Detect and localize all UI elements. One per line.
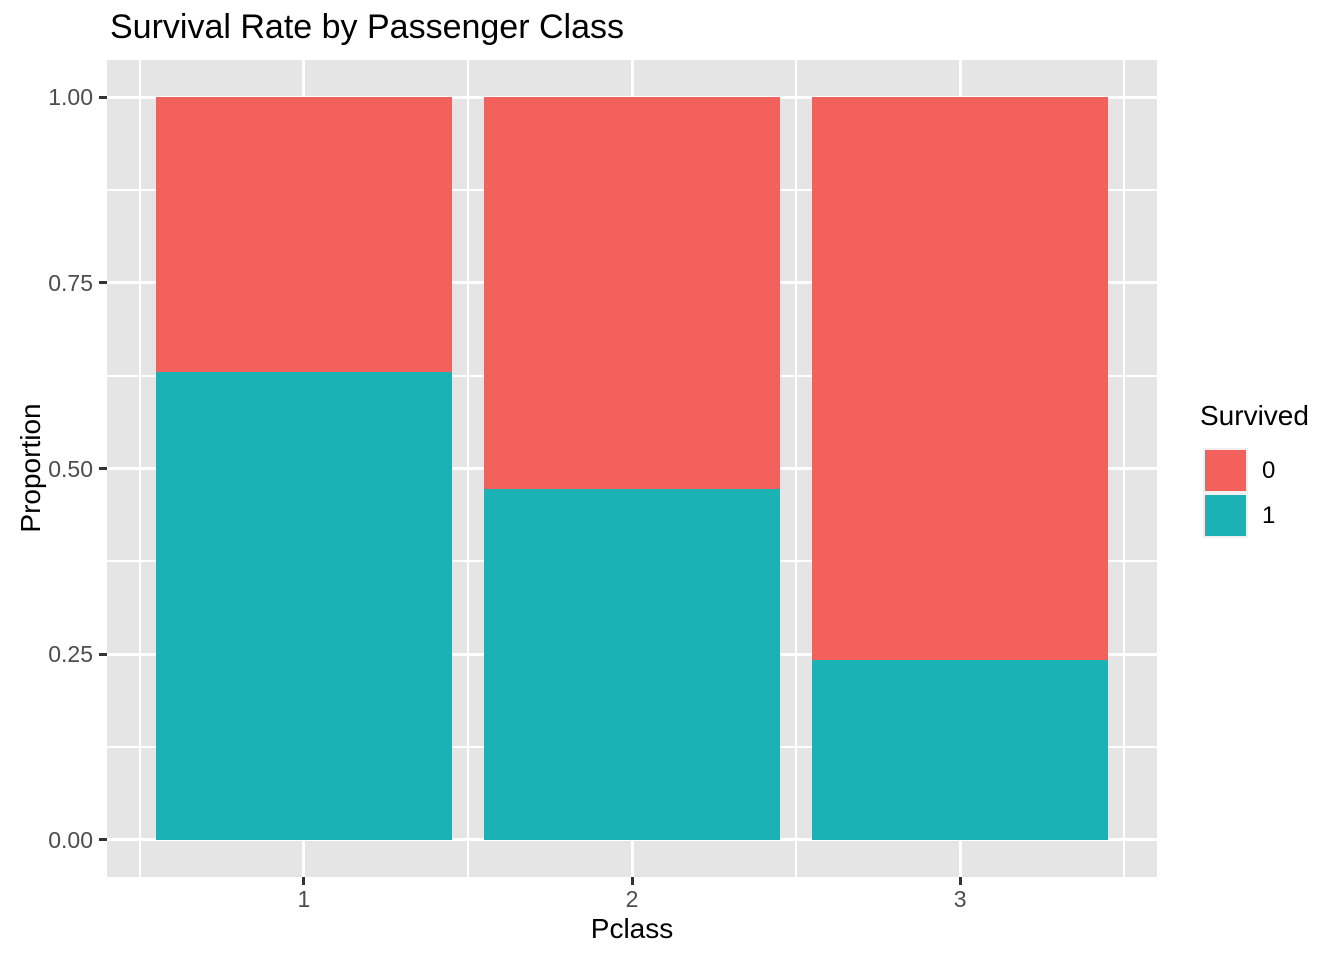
bar-segment-class3-survived1 bbox=[812, 660, 1108, 840]
y-axis-tick-label: 1.00 bbox=[48, 84, 93, 111]
y-axis-tick-mark bbox=[99, 95, 107, 99]
legend-title: Survived bbox=[1200, 400, 1309, 431]
x-axis-tick-mark bbox=[302, 877, 306, 885]
y-axis-tick-label: 0.50 bbox=[48, 455, 93, 482]
y-axis-tick-label: 0.75 bbox=[48, 269, 93, 296]
y-axis-tick-label: 0.00 bbox=[48, 826, 93, 853]
x-axis-tick-mark bbox=[630, 877, 634, 885]
x-axis-tick-label: 2 bbox=[625, 886, 639, 912]
y-axis-title: Proportion bbox=[15, 403, 46, 533]
legend-label: 1 bbox=[1262, 501, 1276, 529]
legend-entry: 1 bbox=[1203, 493, 1309, 538]
y-axis-tick-label: 0.25 bbox=[48, 641, 93, 668]
legend-entry: 0 bbox=[1203, 448, 1309, 493]
x-axis-tick-label: 1 bbox=[297, 886, 311, 912]
bar-segment-class1-survived1 bbox=[156, 371, 452, 840]
x-axis-tick-label: 3 bbox=[953, 886, 967, 912]
legend-label: 0 bbox=[1262, 456, 1276, 484]
y-axis-tick-mark bbox=[99, 281, 107, 285]
y-axis-tick-mark bbox=[99, 652, 107, 656]
x-axis-tick-mark bbox=[958, 877, 962, 885]
bar-segment-class3-survived0 bbox=[812, 97, 1108, 661]
chart-title: Survival Rate by Passenger Class bbox=[110, 8, 625, 46]
y-axis-tick-mark bbox=[99, 467, 107, 470]
legend-swatch-1 bbox=[1203, 493, 1248, 538]
plot-panel bbox=[107, 60, 1157, 877]
legend-swatch-0 bbox=[1203, 448, 1248, 493]
bar-segment-class1-survived0 bbox=[156, 97, 452, 372]
bar-segment-class2-survived1 bbox=[484, 488, 780, 840]
y-axis-tick-mark bbox=[99, 838, 107, 842]
bar-segment-class2-survived0 bbox=[484, 97, 780, 489]
x-axis-title: Pclass bbox=[590, 913, 674, 944]
